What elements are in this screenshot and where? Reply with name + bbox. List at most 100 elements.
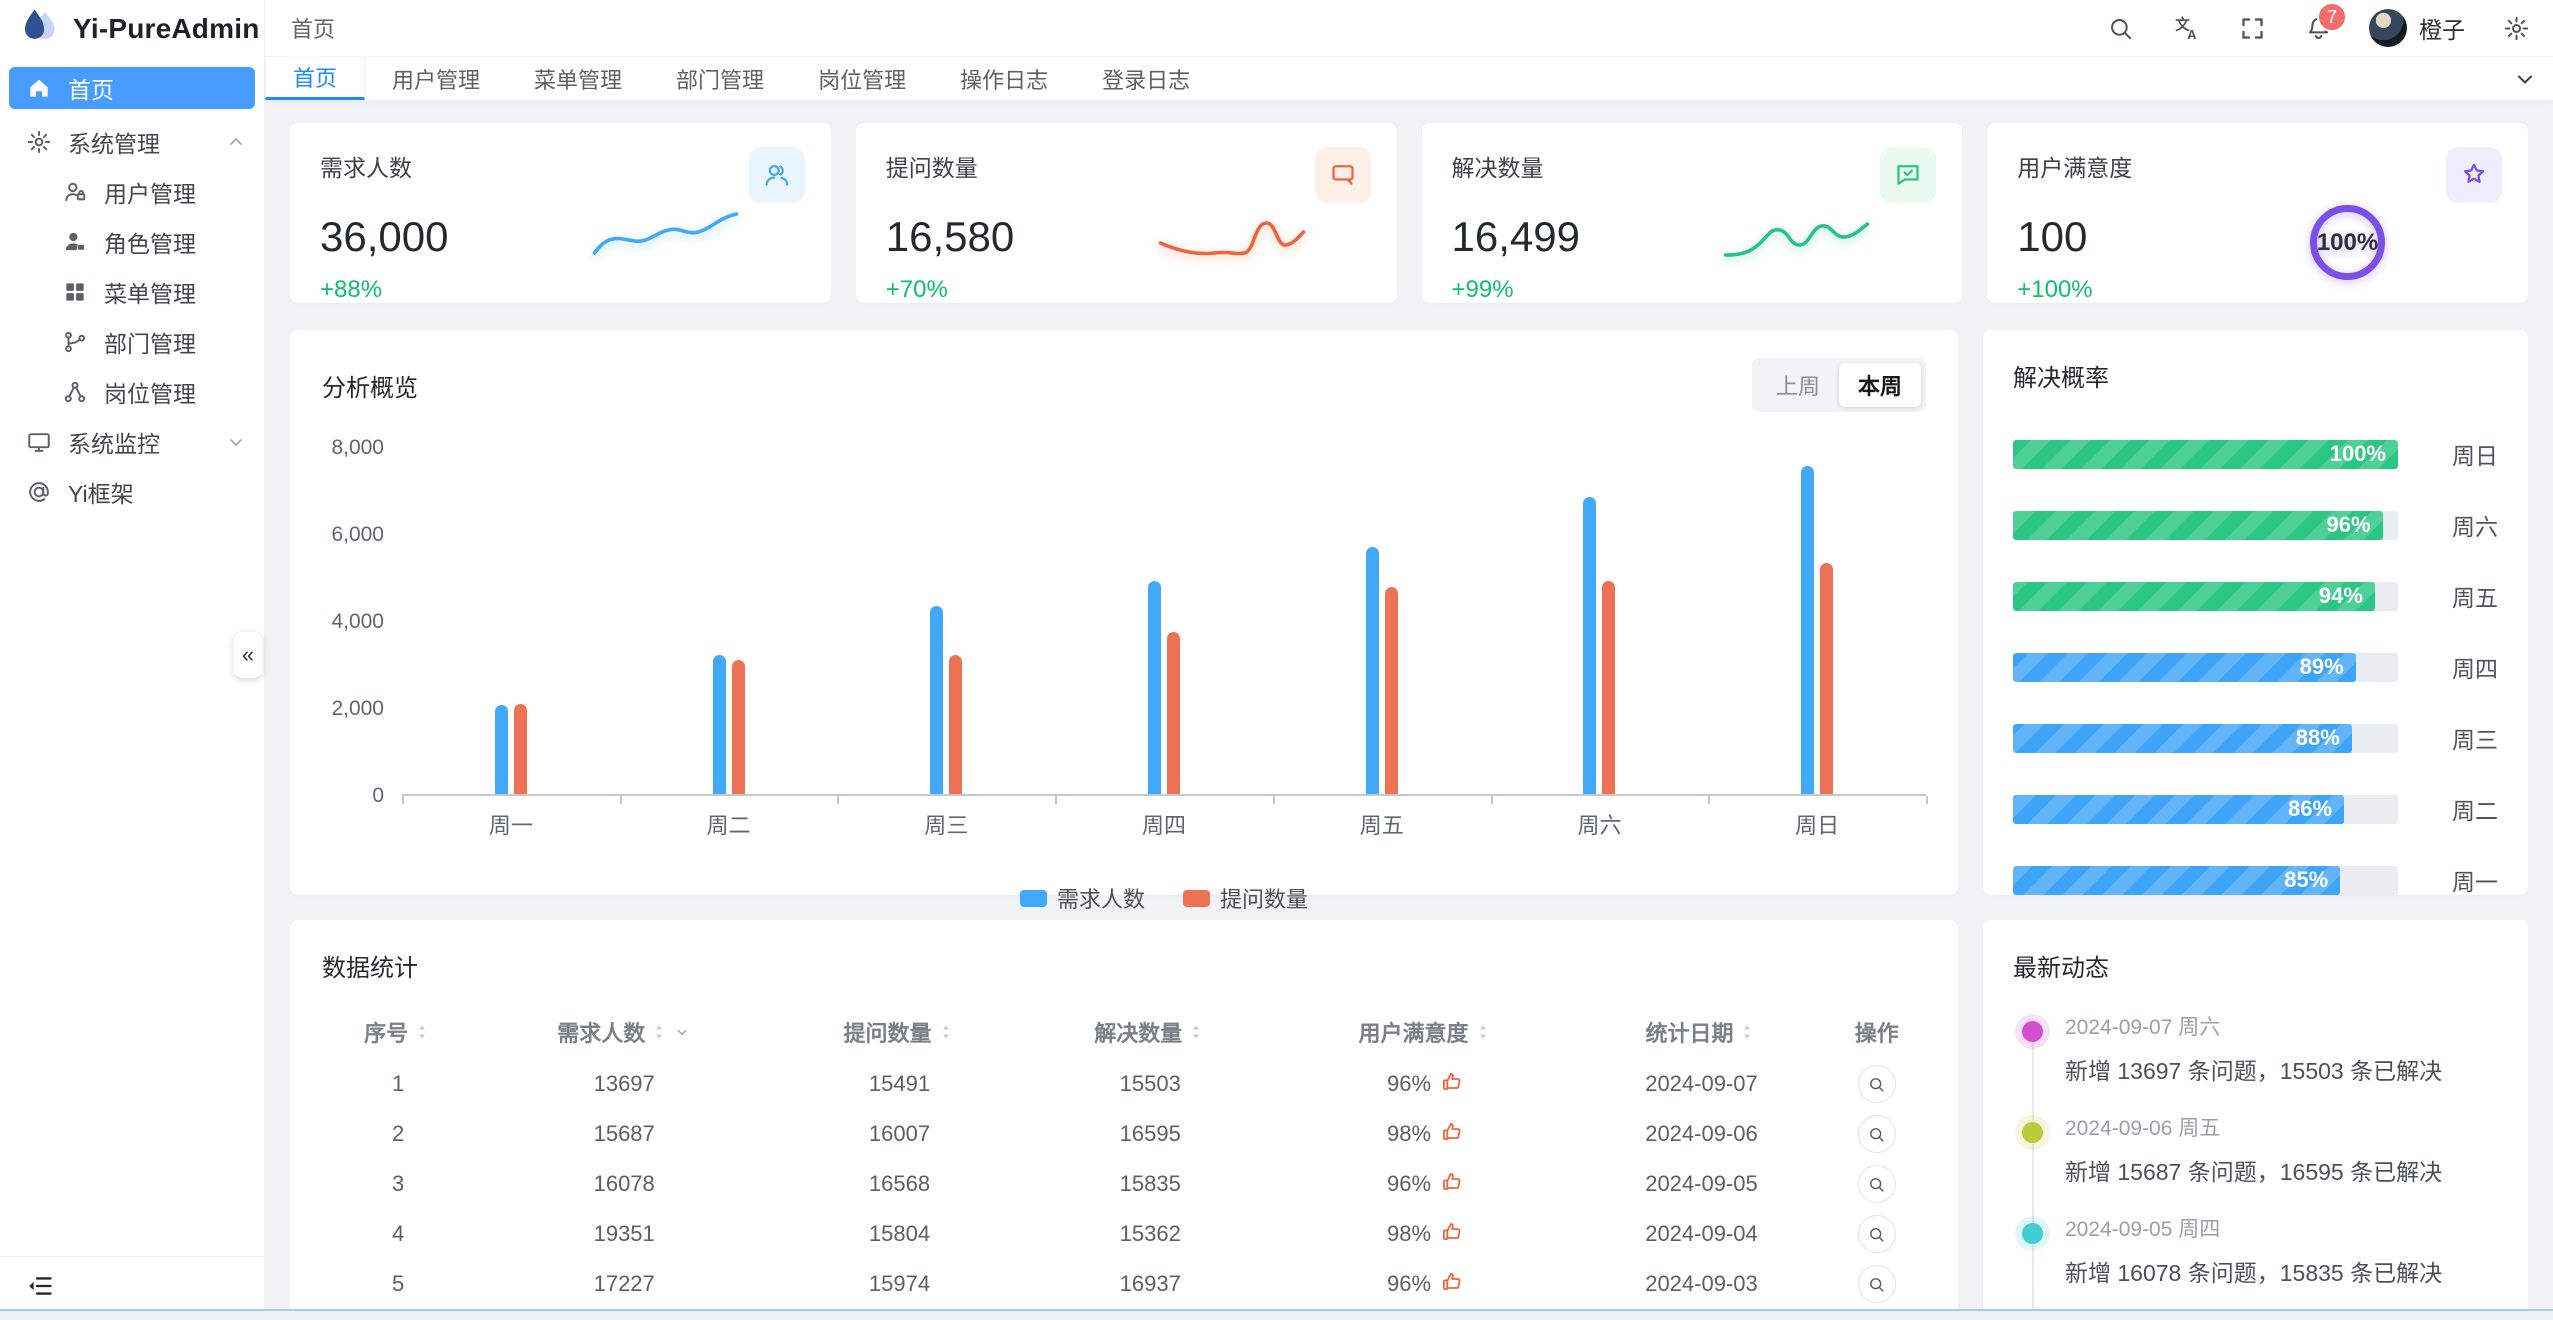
fullscreen-icon[interactable] [2237,13,2267,43]
sort-carets-icon[interactable] [1186,1022,1206,1042]
news-date: 2024-09-07 周六 [2065,1016,2221,1039]
column-header-解决数量[interactable]: 解决数量 [1025,1005,1276,1059]
avatar [2369,9,2407,47]
solve-row-周日: 100% 周日 [2013,437,2498,471]
sort-carets-icon[interactable] [1473,1022,1493,1042]
sort-carets-icon[interactable] [1737,1022,1757,1042]
sort-carets-icon[interactable] [649,1022,669,1042]
tab-登录日志[interactable]: 登录日志 [1102,67,1191,93]
sidebar-item-post-mgmt[interactable]: 岗位管理 [0,367,264,417]
progress-fill: 96% [2013,510,2383,540]
grid-icon [62,279,88,305]
bar-提问数量-周三[interactable] [949,654,963,794]
row-view-magnifier-button[interactable] [1857,1115,1896,1153]
column-label: 统计日期 [1645,1021,1734,1046]
legend-提问数量[interactable]: 提问数量 [1183,882,1308,914]
bar-需求人数-周三[interactable] [930,605,944,794]
row-view-magnifier-button[interactable] [1857,1165,1896,1203]
bar-提问数量-周四[interactable] [1167,631,1181,794]
column-header-序号[interactable]: 序号 [322,1005,474,1059]
tab-bar: 首页 用户管理 菜单管理 部门管理 岗位管理 操作日志 登录日志 [265,57,2553,101]
x-axis-ticks [402,796,1928,804]
progress-track: 85% [2013,865,2398,895]
cell-question: 16568 [868,1171,931,1196]
gear-icon [26,129,52,155]
row-view-magnifier-button[interactable] [1857,1065,1896,1103]
tab-首页[interactable]: 首页 [265,57,366,100]
progress-fill: 100% [2013,439,2398,469]
thumb-icon [1440,1219,1464,1249]
logo[interactable]: Yi-PureAdmin [0,0,264,57]
logo-drop-icon [20,6,60,51]
users-icon [748,147,805,203]
column-header-用户满意度[interactable]: 用户满意度 [1276,1005,1576,1059]
stat-card-提问数量: 提问数量 16,580 +70% [855,123,1397,303]
legend-需求人数[interactable]: 需求人数 [1019,882,1145,914]
sidebar-collapse-handle[interactable]: « [234,632,262,678]
cell-id: 3 [391,1171,405,1196]
bar-提问数量-周二[interactable] [731,660,745,794]
tabs: 首页 用户管理 菜单管理 部门管理 岗位管理 操作日志 登录日志 [265,57,1217,100]
sidebar-item-dept-mgmt[interactable]: 部门管理 [0,317,264,367]
tab-部门管理[interactable]: 部门管理 [676,67,765,93]
bar-需求人数-周日[interactable] [1801,466,1815,794]
gear-icon[interactable] [2501,13,2531,43]
cell-demand: 17227 [593,1271,655,1296]
sidebar-item-system-monitor[interactable]: 系统监控 [0,417,264,467]
stat-card-解决数量: 解决数量 16,499 +99% [1421,123,1963,303]
filter-chevron-down-icon[interactable] [673,1023,691,1041]
row-view-magnifier-button[interactable] [1857,1265,1896,1303]
bar-group-周三 [837,448,1055,794]
bar-提问数量-周六[interactable] [1602,581,1616,794]
cell-demand: 16078 [593,1171,655,1196]
cell-solved: 16937 [1119,1271,1181,1296]
bar-需求人数-周一[interactable] [494,704,508,794]
tab-操作日志[interactable]: 操作日志 [960,67,1049,93]
sidebar-item-role-mgmt[interactable]: 角色管理 [0,217,264,267]
row-view-magnifier-button[interactable] [1857,1215,1896,1253]
user-menu[interactable]: 橙子 [2369,9,2465,47]
sidebar-item-menu-mgmt[interactable]: 菜单管理 [0,267,264,317]
menu-fold-icon[interactable] [26,1272,54,1305]
news-item: 2024-09-07 周六 新增 13697 条问题，15503 条已解决 [2022,1011,2498,1086]
stat-cards-row: 需求人数 36,000 +88% 提问数量 16,580 +70% 解决数量 16,499 +9… [290,123,2528,303]
latest-news-card: 最新动态 2024-09-07 周六 新增 13697 条问题，15503 条已解… [1983,920,2528,1320]
tab-options-chevron-down-icon[interactable] [2497,57,2553,100]
column-header-需求人数[interactable]: 需求人数 [474,1005,774,1059]
cell-id: 2 [391,1121,405,1146]
column-header-统计日期[interactable]: 统计日期 [1576,1005,1828,1059]
bar-提问数量-周五[interactable] [1384,586,1398,794]
tab-岗位管理[interactable]: 岗位管理 [818,67,907,93]
cell-id: 4 [391,1221,405,1246]
sidebar-item-user-mgmt[interactable]: 用户管理 [0,167,264,217]
sidebar-item-yi-framework[interactable]: Yi框架 [0,467,264,517]
bar-提问数量-周日[interactable] [1820,563,1834,794]
bar-需求人数-周二[interactable] [712,654,726,794]
toggle-上周[interactable]: 上周 [1775,374,1820,399]
analysis-overview-card: 分析概览 上周 本周 0 2,000 4,000 6,000 8,000 周一 周二 周三 周四… [290,330,1958,912]
progress-fill: 86% [2013,794,2345,824]
horizontal-scrollbar[interactable] [0,1309,2553,1320]
toggle-本周[interactable]: 本周 [1838,363,1921,407]
tab-用户管理[interactable]: 用户管理 [392,67,481,93]
column-label: 序号 [364,1021,409,1046]
bar-需求人数-周四[interactable] [1148,581,1162,794]
sidebar-item-home[interactable]: 首页 [9,67,255,109]
stat-card-delta: +100% [2017,276,2093,303]
bar-提问数量-周一[interactable] [513,703,527,794]
tab-菜单管理[interactable]: 菜单管理 [534,67,623,93]
search-icon[interactable] [2105,13,2135,43]
solve-probability-list: 100% 周日 96% 周六 94% 周五 89% 周四 88% 周三 86% 周二 85% 周一 [2013,437,2498,897]
sidebar-item-system-mgmt[interactable]: 系统管理 [0,117,264,167]
table-row: 5 17227 15974 16937 96% 2024-09-03 [322,1259,1926,1309]
bar-需求人数-周六[interactable] [1583,497,1597,794]
branch-icon [62,329,88,355]
bell-icon[interactable]: 7 [2303,2,2347,43]
sort-carets-icon[interactable] [936,1022,956,1042]
column-header-提问数量[interactable]: 提问数量 [774,1005,1025,1059]
bar-需求人数-周五[interactable] [1365,546,1379,794]
sort-carets-icon[interactable] [412,1022,432,1042]
news-date: 2024-09-06 周五 [2065,1117,2221,1140]
